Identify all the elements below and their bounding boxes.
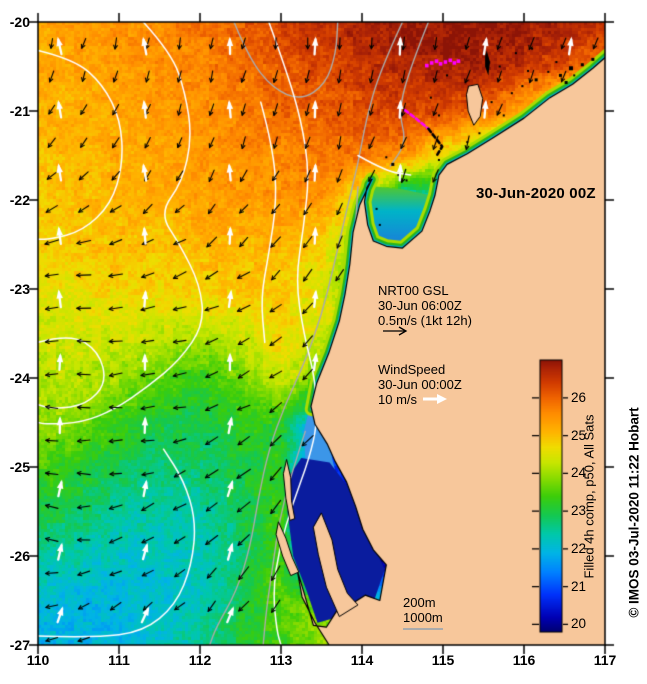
x-tick-label-116: 116 <box>512 652 536 668</box>
current-scale-arrow-icon <box>383 326 408 336</box>
x-tick-label-112: 112 <box>188 652 212 668</box>
colorbar-tick-label-24: 24 <box>571 465 587 481</box>
y-tick-label--26: -26 <box>9 548 30 564</box>
colorbar-tick-label-23: 23 <box>571 503 587 519</box>
wind-legend-time: 30-Jun 00:00Z <box>378 377 462 392</box>
isobath-1000m-label: 1000m <box>403 610 443 625</box>
y-tick-label--21: -21 <box>9 103 30 119</box>
y-tick-label--20: -20 <box>9 14 30 30</box>
y-tick-label--24: -24 <box>9 370 30 386</box>
x-tick-label-115: 115 <box>431 652 455 668</box>
x-tick-label-117: 117 <box>593 652 617 668</box>
gsl-legend: NRT00 GSL 30-Jun 06:00Z 0.5m/s (1kt 12h) <box>378 283 472 328</box>
isobath-legend: 200m 1000m <box>403 595 443 630</box>
x-tick-label-114: 114 <box>350 652 374 668</box>
colorbar-tick-label-26: 26 <box>571 389 587 405</box>
wind-legend-name: WindSpeed <box>378 362 446 377</box>
gsl-legend-scale: 0.5m/s (1kt 12h) <box>378 313 472 328</box>
y-tick-label--22: -22 <box>9 192 30 208</box>
gsl-legend-name: NRT00 GSL <box>378 283 449 298</box>
wind-legend-scale: 10 m/s <box>378 392 418 407</box>
colorbar-tick-label-22: 22 <box>571 540 587 556</box>
colorbar-tick-label-20: 20 <box>571 616 587 632</box>
y-tick-label--23: -23 <box>9 281 30 297</box>
wind-legend: WindSpeed 30-Jun 00:00Z 10 m/s <box>378 362 462 407</box>
isobath-200m-label: 200m <box>403 595 436 610</box>
y-tick-label--25: -25 <box>9 459 30 475</box>
colorbar-tick-label-25: 25 <box>571 427 587 443</box>
map-datetime-title: 30-Jun-2020 00Z <box>476 185 596 202</box>
gsl-legend-time: 30-Jun 06:00Z <box>378 298 462 313</box>
wind-scale-arrow-icon <box>423 394 447 404</box>
y-tick-label--27: -27 <box>9 637 30 653</box>
x-tick-label-113: 113 <box>269 652 293 668</box>
x-tick-label-111: 111 <box>108 652 130 668</box>
imos-credit: © IMOS 03-Jul-2020 11:22 Hobart <box>626 407 642 618</box>
colorbar-tick-label-21: 21 <box>571 578 587 594</box>
isobath-1000m-line-sample <box>403 628 443 630</box>
x-tick-label-110: 110 <box>26 652 50 668</box>
